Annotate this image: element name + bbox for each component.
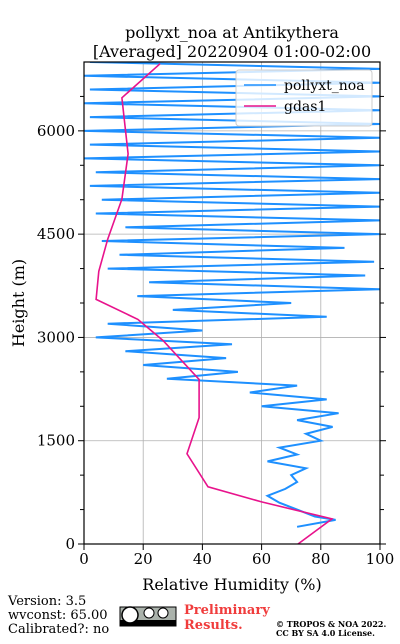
series-line <box>84 62 380 528</box>
x-tick-label: 60 <box>252 550 271 568</box>
cc-logo <box>119 606 177 627</box>
legend-box <box>235 69 373 127</box>
y-axis-label: Height (m) <box>9 259 28 347</box>
license: CC BY SA 4.0 License. <box>276 628 375 638</box>
copyright: © TROPOS & NOA 2022. <box>276 619 386 629</box>
x-tick-label: 100 <box>366 550 395 568</box>
x-tick-label: 80 <box>311 550 330 568</box>
calibrated: Calibrated?: no <box>8 622 109 637</box>
y-tick-label: 6000 <box>37 122 75 140</box>
chart-subtitle: [Averaged] 20220904 01:00-02:00 <box>93 42 371 61</box>
x-tick-label: 0 <box>79 550 89 568</box>
x-axis-label: Relative Humidity (%) <box>142 575 321 594</box>
legend-label: pollyxt_noa <box>284 78 365 94</box>
y-tick-label: 0 <box>65 535 75 553</box>
wvconst: wvconst: 65.00 <box>8 608 108 623</box>
series-line <box>95 63 334 544</box>
y-tick-label: 3000 <box>37 328 75 346</box>
y-tick-label: 4500 <box>37 225 75 243</box>
x-tick-label: 40 <box>193 550 212 568</box>
y-tick-label: 1500 <box>37 432 75 450</box>
preliminary: Preliminary Results. <box>184 603 270 633</box>
plot-frame <box>83 61 381 545</box>
chart-title: pollyxt_noa at Antikythera <box>125 23 339 42</box>
x-tick-label: 20 <box>134 550 153 568</box>
legend-label: gdas1 <box>284 99 326 115</box>
version: Version: 3.5 <box>7 594 86 609</box>
